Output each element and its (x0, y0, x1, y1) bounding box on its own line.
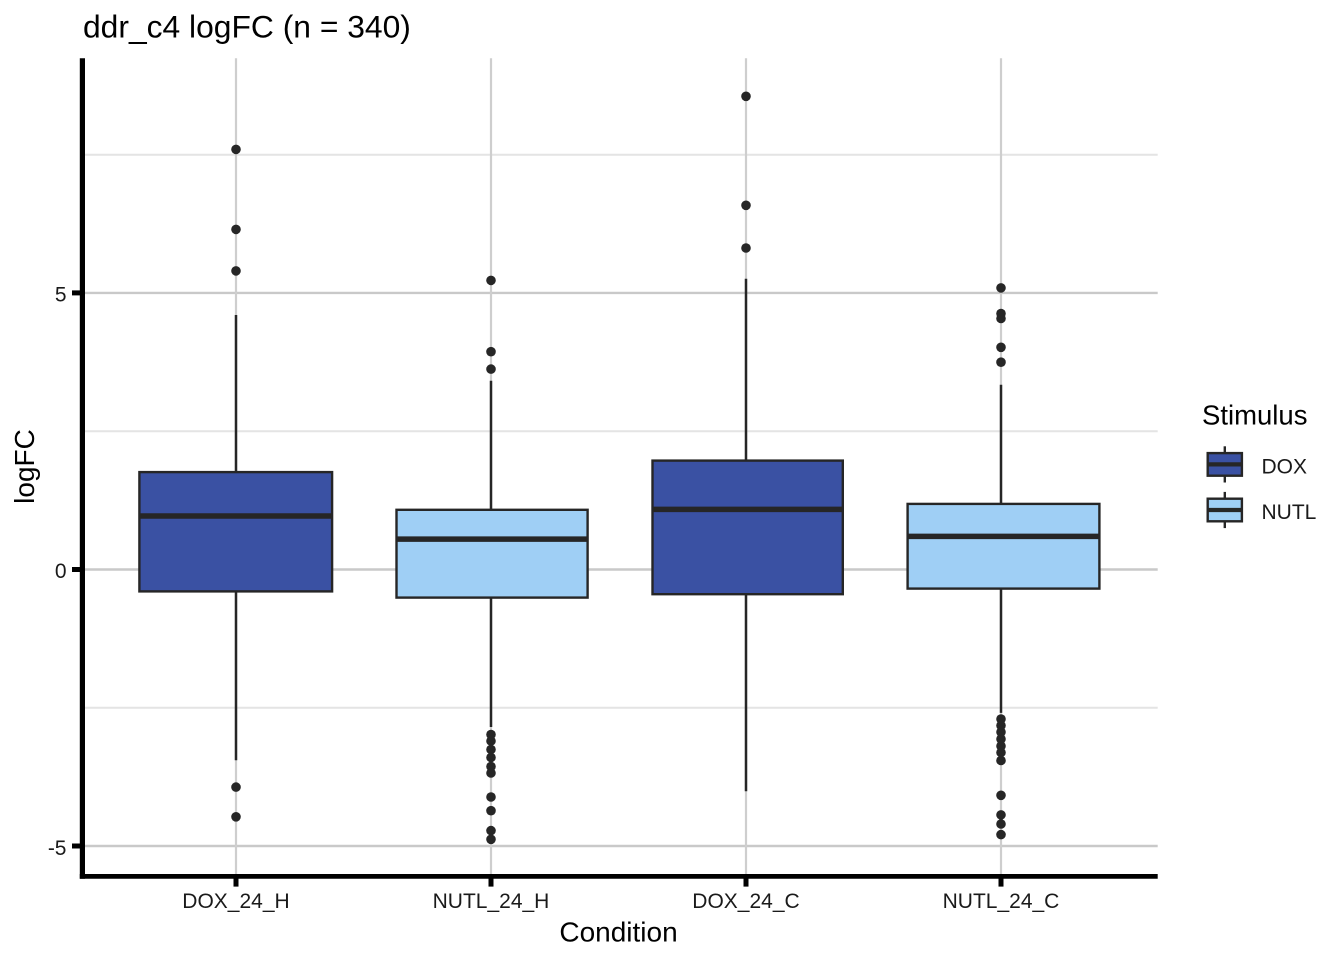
svg-text:DOX_24_H: DOX_24_H (182, 890, 289, 913)
svg-text:NUTL_24_C: NUTL_24_C (943, 890, 1060, 913)
svg-text:5: 5 (55, 284, 67, 307)
svg-text:NUTL_24_H: NUTL_24_H (433, 890, 550, 913)
svg-text:Condition: Condition (559, 917, 677, 948)
svg-text:Stimulus: Stimulus (1202, 400, 1307, 431)
svg-text:logFC: logFC (9, 429, 40, 504)
svg-text:-5: -5 (48, 837, 67, 860)
svg-text:0: 0 (55, 560, 67, 583)
svg-text:DOX: DOX (1262, 456, 1308, 479)
svg-text:DOX_24_C: DOX_24_C (692, 890, 799, 913)
svg-text:ddr_c4 logFC (n = 340): ddr_c4 logFC (n = 340) (83, 9, 411, 45)
svg-text:NUTL: NUTL (1262, 501, 1317, 524)
